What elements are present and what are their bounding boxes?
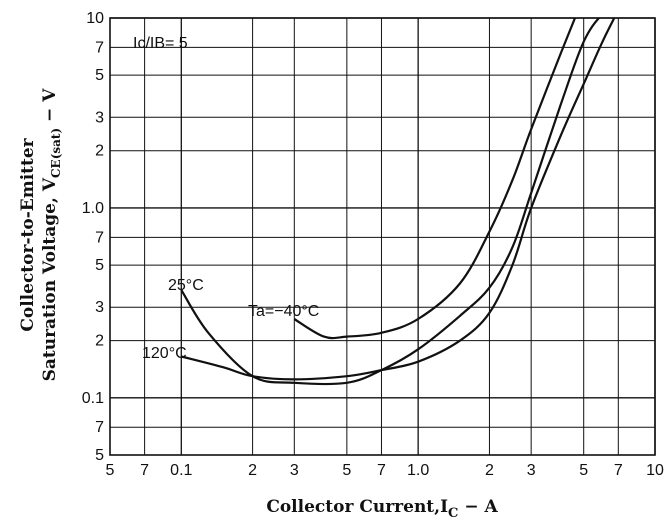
x-tick-label: 0.1 bbox=[170, 462, 192, 479]
x-tick-label: 5 bbox=[106, 462, 115, 479]
series-layer bbox=[180, 18, 616, 386]
x-tick-label: 1.0 bbox=[407, 462, 429, 479]
x-tick-label: 7 bbox=[614, 462, 623, 479]
x-tick-label: 3 bbox=[527, 462, 536, 479]
x-tick-label: 10 bbox=[646, 462, 664, 479]
y-tick-label: 2 bbox=[95, 143, 104, 160]
y-axis-title-line2-main: Saturation Voltage, V bbox=[40, 177, 60, 381]
x-axis-title-unit: − A bbox=[458, 497, 498, 517]
y-tick-label: 7 bbox=[95, 419, 104, 436]
y-axis-title-line1: Collector-to-Emitter bbox=[18, 137, 38, 331]
x-axis-title: Collector Current,IC − A bbox=[266, 497, 498, 521]
series-line-minus40c bbox=[293, 18, 577, 340]
annotation-120c: 120°C bbox=[142, 345, 187, 362]
y-tick-label: 3 bbox=[95, 109, 104, 126]
grid bbox=[109, 17, 656, 456]
annotation-25c: 25°C bbox=[168, 277, 204, 294]
annotation-ta-minus40: Ta=−40°C bbox=[248, 303, 319, 320]
x-tick-label: 5 bbox=[579, 462, 588, 479]
x-axis-title-main: Collector Current, bbox=[266, 497, 440, 517]
x-tick-label: 3 bbox=[290, 462, 299, 479]
y-axis-title-line2: Saturation Voltage, VCE(sat) − V bbox=[40, 88, 63, 382]
y-tick-label: 3 bbox=[95, 299, 104, 316]
x-tick-label: 5 bbox=[342, 462, 351, 479]
x-tick-label: 7 bbox=[377, 462, 386, 479]
series-line-120c bbox=[181, 18, 616, 381]
x-tick-label: 7 bbox=[140, 462, 149, 479]
y-tick-label: 5 bbox=[95, 67, 104, 84]
x-axis-title-symbol: I bbox=[440, 497, 448, 517]
y-tick-labels: 5 7 0.1 2 3 5 7 1.0 2 3 5 7 10 bbox=[82, 10, 104, 464]
plot-frame bbox=[109, 17, 656, 456]
x-axis-title-sub: C bbox=[448, 506, 458, 521]
x-tick-label: 2 bbox=[485, 462, 494, 479]
y-axis-title-unit: − V bbox=[40, 88, 60, 128]
y-tick-label: 5 bbox=[95, 257, 104, 274]
y-axis-title: Collector-to-Emitter Saturation Voltage,… bbox=[18, 88, 63, 382]
series-line-25c bbox=[180, 18, 601, 386]
x-tick-labels: 5 7 0.1 2 3 5 7 1.0 2 3 5 7 10 bbox=[106, 462, 664, 479]
y-tick-label: 0.1 bbox=[82, 390, 104, 407]
y-axis-title-sub: CE(sat) bbox=[49, 128, 63, 178]
y-tick-label: 10 bbox=[86, 10, 104, 27]
y-tick-label: 2 bbox=[95, 333, 104, 350]
y-tick-label: 5 bbox=[95, 447, 104, 464]
y-tick-label: 7 bbox=[95, 229, 104, 246]
y-tick-label: 1.0 bbox=[82, 200, 104, 217]
x-tick-label: 2 bbox=[248, 462, 257, 479]
annotation-ic-ib: Ic/IB= 5 bbox=[133, 35, 188, 52]
y-tick-label: 7 bbox=[95, 39, 104, 56]
